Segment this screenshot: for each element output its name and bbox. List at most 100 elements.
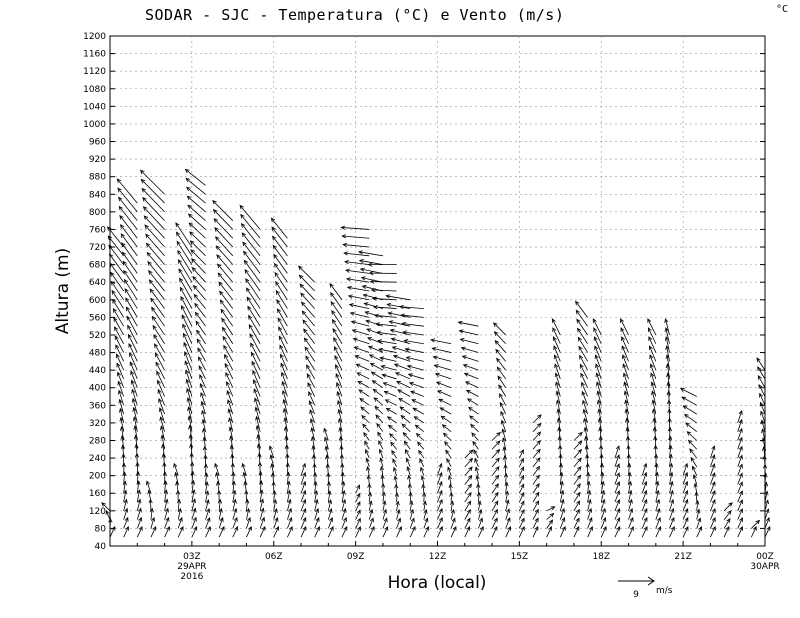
wind-arrow-head <box>582 399 587 405</box>
wind-arrow-head <box>501 428 506 434</box>
wind-arrow-head <box>535 465 541 471</box>
wind-arrow <box>573 440 582 450</box>
wind-arrow-head <box>647 318 652 324</box>
wind-arrow <box>229 427 234 441</box>
wind-arrow <box>519 466 524 476</box>
wind-arrow <box>368 509 373 520</box>
wind-arrow <box>491 483 499 494</box>
wind-arrow-head <box>438 480 443 486</box>
wind-arrow <box>121 426 125 441</box>
wind-arrow-head <box>410 390 415 395</box>
wind-arrow-head <box>196 329 201 335</box>
wind-arrow-head <box>520 466 525 472</box>
wind-arrow-head <box>630 525 634 531</box>
wind-arrow-head <box>242 241 247 247</box>
wind-arrow <box>259 490 263 503</box>
wind-arrow-head <box>213 218 219 223</box>
wind-arrow-head <box>251 360 256 366</box>
wind-arrow <box>368 526 375 538</box>
wind-arrow <box>382 374 397 380</box>
wind-arrow <box>324 437 329 450</box>
wind-arrow <box>532 457 541 468</box>
wind-arrow-head <box>191 498 196 504</box>
wind-arrow <box>227 399 234 415</box>
wind-arrow <box>150 517 155 529</box>
wind-arrow <box>277 317 288 336</box>
wind-arrow <box>389 321 411 327</box>
wind-arrow-head <box>162 471 167 476</box>
wind-arrow <box>373 388 384 397</box>
wind-arrow <box>327 508 332 520</box>
wind-arrow-head <box>380 364 386 370</box>
wind-arrow <box>136 499 141 511</box>
wind-arrow <box>345 269 370 274</box>
wind-arrow <box>112 299 124 318</box>
wind-arrow <box>622 354 629 371</box>
wind-arrow-head <box>643 516 648 522</box>
wind-arrow <box>152 325 165 344</box>
wind-arrow <box>355 485 360 494</box>
wind-arrow <box>433 356 452 362</box>
wind-arrow <box>437 508 443 520</box>
wind-arrow-head <box>414 424 420 429</box>
wind-arrow <box>649 345 657 362</box>
wind-arrow <box>546 513 554 520</box>
wind-arrow-head <box>398 304 404 309</box>
wind-arrow <box>126 316 138 336</box>
wind-arrow-head <box>271 226 276 232</box>
wind-arrow <box>584 427 588 441</box>
wind-arrow <box>273 526 279 538</box>
wind-arrow-head <box>124 288 129 293</box>
wind-arrow <box>187 195 206 213</box>
wind-arrow-head <box>692 465 696 471</box>
wind-arrow <box>681 396 697 406</box>
wind-arrow <box>141 179 165 204</box>
wind-arrow-head <box>685 422 690 427</box>
wind-arrow-head <box>398 525 402 531</box>
wind-arrow-head <box>345 268 350 273</box>
wind-arrow <box>333 346 343 362</box>
wind-arrow-head <box>148 270 153 275</box>
wind-arrow <box>556 391 561 406</box>
wind-arrow <box>287 481 290 494</box>
wind-arrow-head <box>711 481 716 486</box>
wind-arrow-head <box>553 354 558 360</box>
wind-arrow-head <box>219 516 224 522</box>
wind-arrow <box>759 393 766 406</box>
wind-arrow <box>222 336 234 353</box>
wind-arrow <box>215 245 234 265</box>
wind-arrow-head <box>245 287 251 293</box>
wind-arrow-head <box>407 474 412 480</box>
wind-arrow-head <box>764 490 769 496</box>
wind-arrow-head <box>536 431 542 437</box>
wind-arrow <box>723 518 731 529</box>
wind-arrow <box>723 526 730 538</box>
wind-arrow-head <box>434 372 440 377</box>
wind-arrow <box>504 455 507 467</box>
wind-arrow-head <box>504 490 510 496</box>
wind-arrow <box>407 466 411 476</box>
wind-arrow-head <box>402 330 408 335</box>
wind-arrow-head <box>278 326 283 332</box>
wind-arrow <box>439 407 452 415</box>
wind-arrow-head <box>324 436 329 442</box>
wind-arrow-head <box>166 525 170 531</box>
wind-arrow-head <box>175 231 181 237</box>
wind-arrow <box>177 499 180 511</box>
wind-arrow-head <box>377 431 382 437</box>
wind-arrow-head <box>623 381 628 387</box>
wind-arrow-head <box>739 499 743 505</box>
wind-arrow <box>756 357 766 371</box>
wind-arrow-head <box>302 498 307 504</box>
wind-arrow <box>593 327 602 344</box>
x-tick-label: 15Z <box>511 552 529 562</box>
wind-arrow <box>467 398 479 406</box>
wind-arrow <box>366 458 370 467</box>
wind-arrow <box>499 393 507 406</box>
wind-arrow <box>355 355 370 362</box>
wind-arrow-head <box>501 437 507 443</box>
wind-arrow-head <box>327 499 333 504</box>
wind-arrow-head <box>376 422 381 428</box>
wind-arrow-head <box>357 525 361 531</box>
wind-arrow <box>205 526 211 538</box>
